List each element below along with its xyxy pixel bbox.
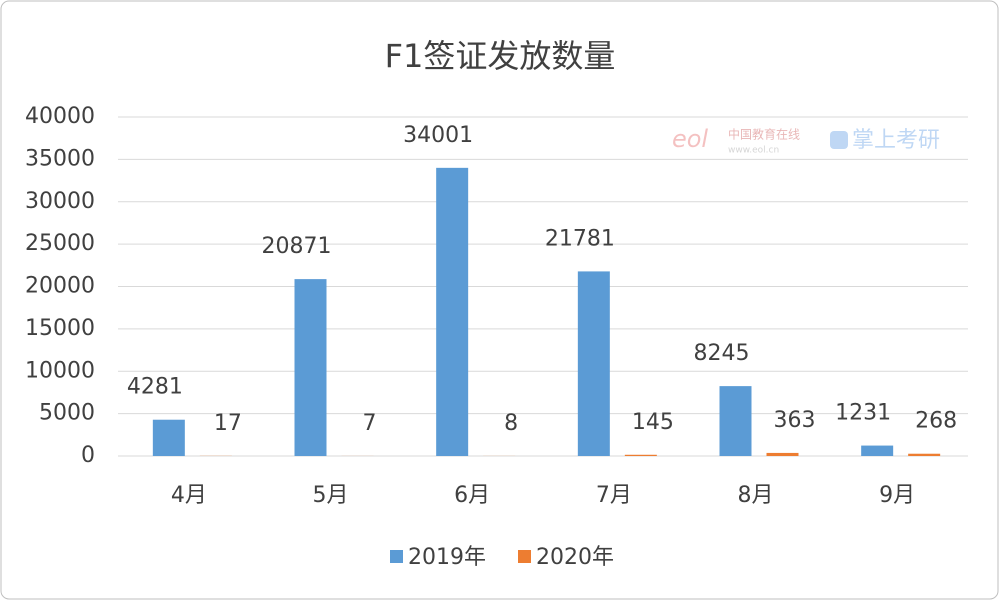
bar	[577, 271, 610, 456]
x-tick-label: 9月	[879, 483, 915, 508]
data-label: 34001	[403, 123, 473, 148]
legend-swatch	[518, 550, 531, 563]
legend-label: 2019年	[408, 545, 486, 570]
bar	[436, 167, 469, 456]
y-tick-label: 30000	[25, 189, 95, 214]
legend-swatch	[390, 550, 403, 563]
y-tick-label: 10000	[25, 358, 95, 383]
x-tick-label: 5月	[313, 483, 349, 508]
watermark: eol 中国教育在线 www.eol.cn 掌上考研	[672, 125, 940, 156]
x-tick-label: 7月	[596, 483, 632, 508]
y-tick-label: 25000	[25, 231, 95, 256]
x-tick-label: 8月	[738, 483, 774, 508]
data-label: 17	[214, 411, 242, 436]
data-label: 20871	[262, 234, 332, 259]
data-label: 8245	[694, 341, 750, 366]
chart-title: F1签证发放数量	[385, 37, 616, 75]
watermark-logo: eol	[672, 125, 708, 153]
bar	[719, 386, 752, 456]
x-tick-label: 6月	[454, 483, 490, 508]
y-tick-label: 35000	[25, 146, 95, 171]
data-label: 268	[915, 409, 957, 434]
watermark-name: 中国教育在线	[728, 127, 800, 142]
data-label: 7	[363, 411, 377, 436]
data-label: 4281	[127, 375, 183, 400]
y-tick-label: 0	[81, 443, 95, 468]
watermark-icon	[830, 131, 848, 149]
x-tick-label: 4月	[171, 483, 207, 508]
y-tick-label: 15000	[25, 316, 95, 341]
bar	[766, 452, 799, 456]
watermark-url: www.eol.cn	[728, 146, 779, 156]
bar	[624, 454, 657, 456]
legend-label: 2020年	[536, 545, 614, 570]
data-label: 21781	[545, 226, 615, 251]
y-tick-label: 20000	[25, 274, 95, 299]
data-label: 145	[632, 410, 674, 435]
bar	[861, 445, 894, 456]
data-label: 1231	[835, 401, 891, 426]
bar	[908, 453, 941, 456]
data-label: 363	[774, 408, 816, 433]
data-label: 8	[504, 411, 518, 436]
y-tick-label: 5000	[39, 401, 95, 426]
bar	[294, 279, 327, 456]
y-tick-label: 40000	[25, 104, 95, 129]
bar	[152, 419, 185, 456]
watermark-brand: 掌上考研	[852, 128, 940, 153]
